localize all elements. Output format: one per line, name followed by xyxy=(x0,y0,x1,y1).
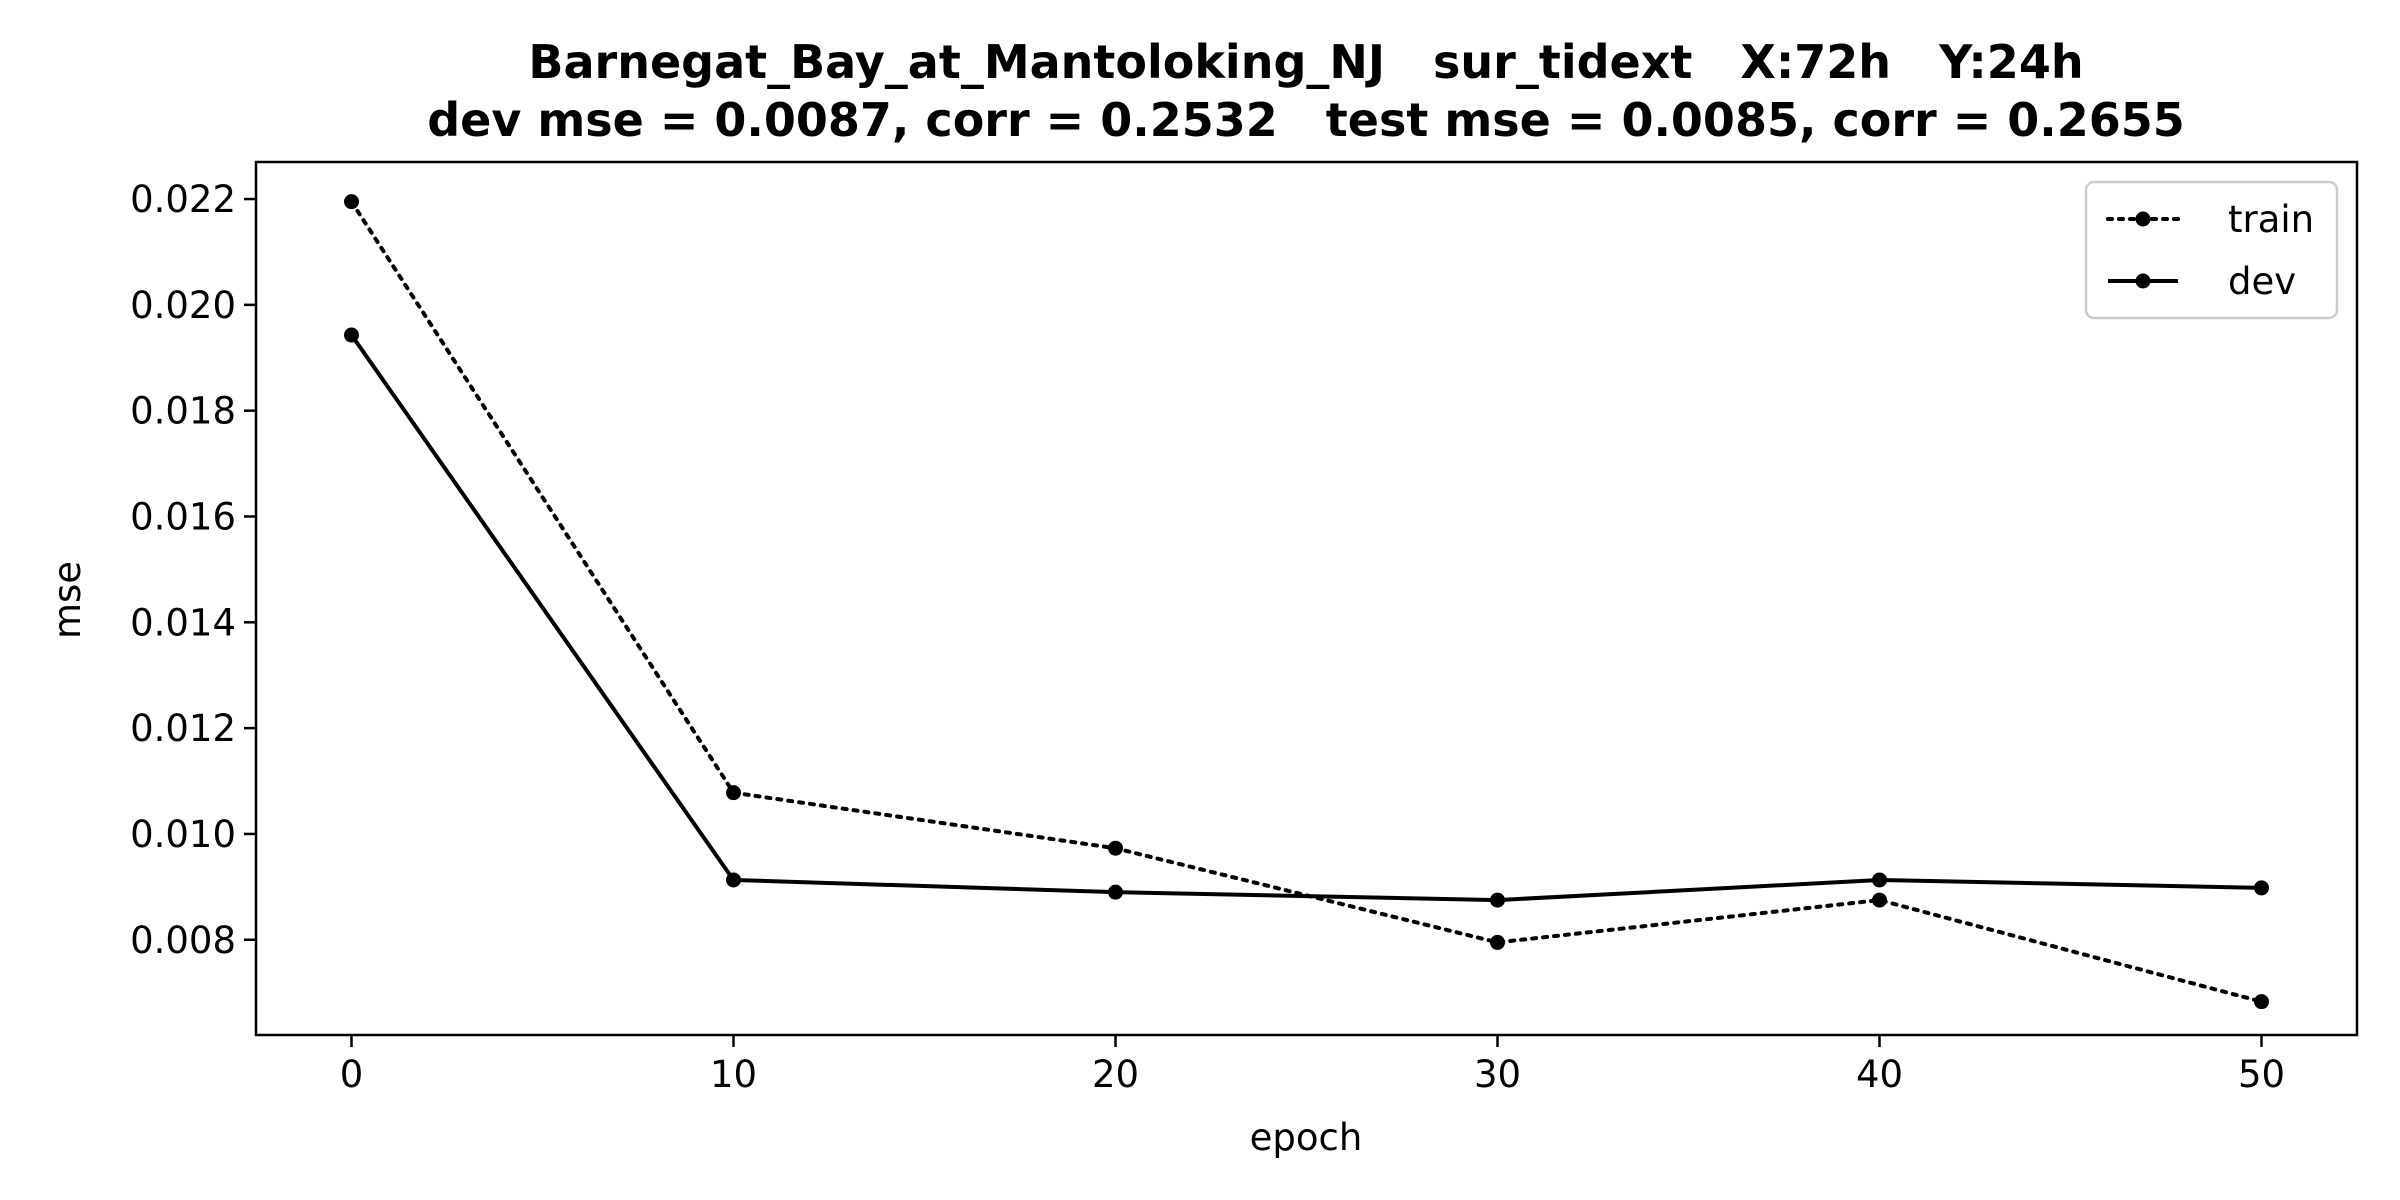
data-point-dev xyxy=(1872,872,1887,888)
data-point-train xyxy=(1872,892,1887,908)
data-point-dev xyxy=(1108,884,1123,900)
legend-marker-train xyxy=(2135,211,2151,227)
data-point-dev xyxy=(344,327,359,343)
y-tick-label: 0.020 xyxy=(130,284,236,327)
axes-frame xyxy=(254,160,2359,1037)
data-point-dev xyxy=(726,872,741,888)
legend-marker-dev xyxy=(2135,273,2151,289)
y-axis-label: mse xyxy=(46,561,89,639)
chart-subtitle: dev mse = 0.0087, corr = 0.2532 test mse… xyxy=(427,93,2185,147)
data-point-train xyxy=(726,785,741,801)
data-point-train xyxy=(1108,840,1123,856)
y-tick-label: 0.014 xyxy=(130,601,236,644)
series-line-dev xyxy=(349,333,2262,903)
data-point-dev xyxy=(2254,880,2269,896)
y-tick-label: 0.008 xyxy=(130,919,236,962)
y-tick-label: 0.018 xyxy=(130,390,236,433)
chart-title: Barnegat_Bay_at_Mantoloking_NJ sur_tidex… xyxy=(528,35,2083,89)
legend: train dev xyxy=(2084,180,2339,320)
x-tick-label: 30 xyxy=(1474,1053,1521,1096)
x-axis-label: epoch xyxy=(1250,1116,1363,1159)
plot-area xyxy=(344,194,2269,1010)
y-tick-label: 0.022 xyxy=(130,178,236,221)
y-tick-label: 0.012 xyxy=(130,707,236,750)
x-axis-ticks: 0 10 20 30 40 50 xyxy=(340,1035,2285,1096)
y-axis-ticks: 0.008 0.010 0.012 0.014 0.016 0.018 0.020 0.022 xyxy=(130,178,256,962)
data-point-train xyxy=(1490,934,1505,950)
legend-label-dev: dev xyxy=(2228,260,2296,303)
x-tick-label: 0 xyxy=(340,1053,364,1096)
data-point-dev xyxy=(1490,892,1505,908)
data-point-train xyxy=(2254,994,2269,1010)
x-tick-label: 20 xyxy=(1092,1053,1139,1096)
y-tick-label: 0.010 xyxy=(130,813,236,856)
x-tick-label: 50 xyxy=(2238,1053,2285,1096)
x-tick-label: 10 xyxy=(710,1053,757,1096)
x-tick-label: 40 xyxy=(1856,1053,1903,1096)
legend-label-train: train xyxy=(2228,198,2314,241)
data-point-train xyxy=(344,194,359,210)
y-tick-label: 0.016 xyxy=(130,495,236,538)
